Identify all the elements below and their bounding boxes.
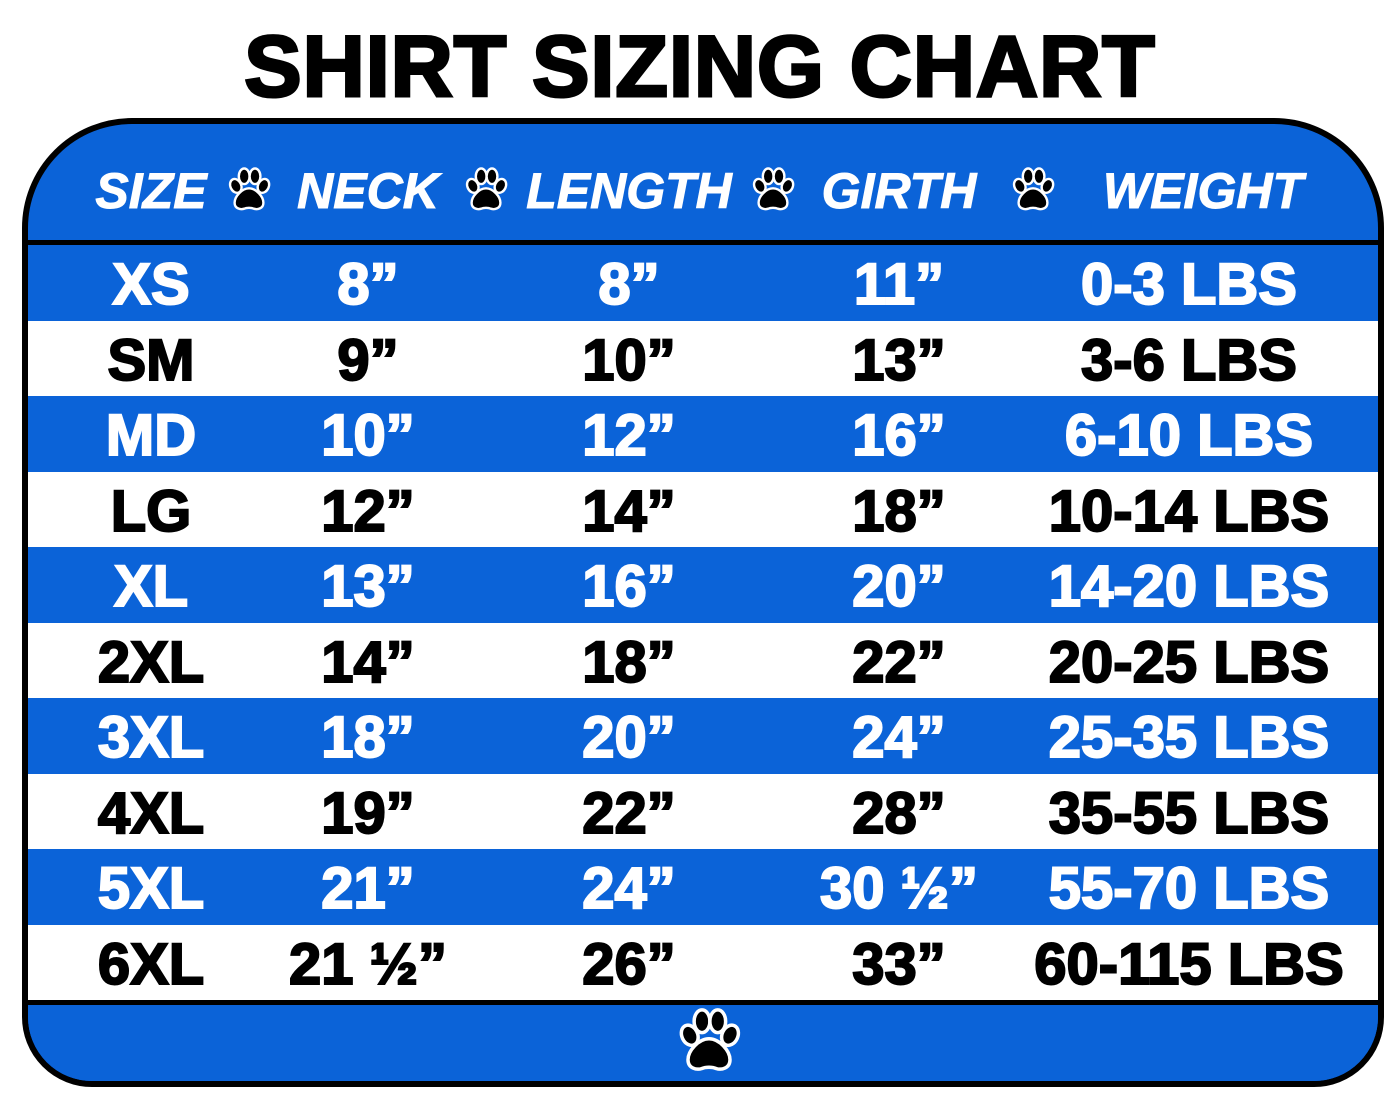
cell-neck: 13” (320, 553, 416, 620)
table-row: 4XL 19” 22” 28” 35-55 LBS (28, 773, 1378, 850)
paw-print-icon (749, 166, 797, 219)
cell-size: 5XL (97, 855, 205, 922)
cell-neck: 8” (336, 251, 399, 318)
cell-weight: 0-3 LBS (1080, 251, 1298, 318)
cell-weight: 35-55 LBS (1048, 780, 1330, 847)
cell-size: MD (105, 402, 197, 469)
table-row: 2XL 14” 18” 22” 20-25 LBS (28, 622, 1378, 699)
header-length: LENGTH (526, 163, 733, 220)
cell-size: 6XL (97, 931, 205, 998)
sizing-table: SIZE NECK LENGTH GIRTH WEIGHT XS 8” 8” 11” 0-3 L… (22, 118, 1384, 1087)
cell-weight: 10-14 LBS (1048, 478, 1330, 545)
cell-neck: 10” (320, 402, 416, 469)
cell-neck: 18” (320, 704, 416, 771)
cell-weight: 14-20 LBS (1048, 553, 1330, 620)
table-row: 3XL 18” 20” 24” 25-35 LBS (28, 698, 1378, 774)
table-header: SIZE NECK LENGTH GIRTH WEIGHT (28, 124, 1378, 240)
table-row: LG 12” 14” 18” 10-14 LBS (28, 471, 1378, 548)
cell-size: 4XL (97, 780, 205, 847)
header-weight: WEIGHT (1103, 163, 1304, 220)
header-size: SIZE (95, 163, 207, 220)
cell-weight: 6-10 LBS (1064, 402, 1314, 469)
table-row: MD 10” 12” 16” 6-10 LBS (28, 396, 1378, 472)
cell-weight: 25-35 LBS (1048, 704, 1330, 771)
cell-girth: 18” (851, 478, 947, 545)
footer-divider (28, 1000, 1378, 1005)
cell-girth: 22” (851, 629, 947, 696)
paw-print-icon (225, 166, 273, 219)
cell-girth: 20” (851, 553, 947, 620)
cell-weight: 60-115 LBS (1033, 931, 1345, 998)
cell-length: 10” (581, 327, 677, 394)
cell-neck: 19” (320, 780, 416, 847)
cell-neck: 9” (336, 327, 399, 394)
cell-weight: 20-25 LBS (1048, 629, 1330, 696)
header-girth: GIRTH (821, 163, 977, 220)
cell-girth: 30 ½” (819, 855, 979, 922)
table-footer (28, 1005, 1378, 1081)
cell-girth: 24” (851, 704, 947, 771)
cell-size: 2XL (97, 629, 205, 696)
table-row: 6XL 21 ½” 26” 33” 60-115 LBS (28, 924, 1378, 1001)
cell-length: 20” (581, 704, 677, 771)
table-row: SM 9” 10” 13” 3-6 LBS (28, 320, 1378, 397)
cell-girth: 13” (851, 327, 947, 394)
cell-length: 18” (581, 629, 677, 696)
table-row: XL 13” 16” 20” 14-20 LBS (28, 547, 1378, 623)
cell-neck: 21 ½” (288, 931, 448, 998)
cell-length: 14” (581, 478, 677, 545)
cell-weight: 3-6 LBS (1080, 327, 1298, 394)
cell-neck: 21” (320, 855, 416, 922)
paw-print-icon (674, 1006, 744, 1081)
cell-size: XS (111, 251, 190, 318)
chart-title: SHIRT SIZING CHART (243, 18, 1156, 117)
cell-neck: 14” (320, 629, 416, 696)
cell-size: XL (113, 553, 189, 620)
cell-size: SM (107, 327, 196, 394)
cell-size: LG (110, 478, 193, 545)
header-divider (28, 240, 1378, 245)
cell-length: 22” (581, 780, 677, 847)
cell-size: 3XL (97, 704, 205, 771)
cell-length: 26” (581, 931, 677, 998)
cell-length: 8” (597, 251, 660, 318)
header-neck: NECK (297, 163, 440, 220)
paw-print-icon (1009, 166, 1057, 219)
cell-girth: 16” (851, 402, 947, 469)
paw-print-icon (462, 166, 510, 219)
cell-length: 16” (581, 553, 677, 620)
cell-weight: 55-70 LBS (1048, 855, 1330, 922)
table-row: 5XL 21” 24” 30 ½” 55-70 LBS (28, 849, 1378, 925)
cell-girth: 11” (853, 251, 945, 318)
cell-neck: 12” (320, 478, 416, 545)
cell-girth: 33” (851, 931, 947, 998)
cell-length: 12” (581, 402, 677, 469)
cell-girth: 28” (851, 780, 947, 847)
table-row: XS 8” 8” 11” 0-3 LBS (28, 245, 1378, 321)
cell-length: 24” (581, 855, 677, 922)
